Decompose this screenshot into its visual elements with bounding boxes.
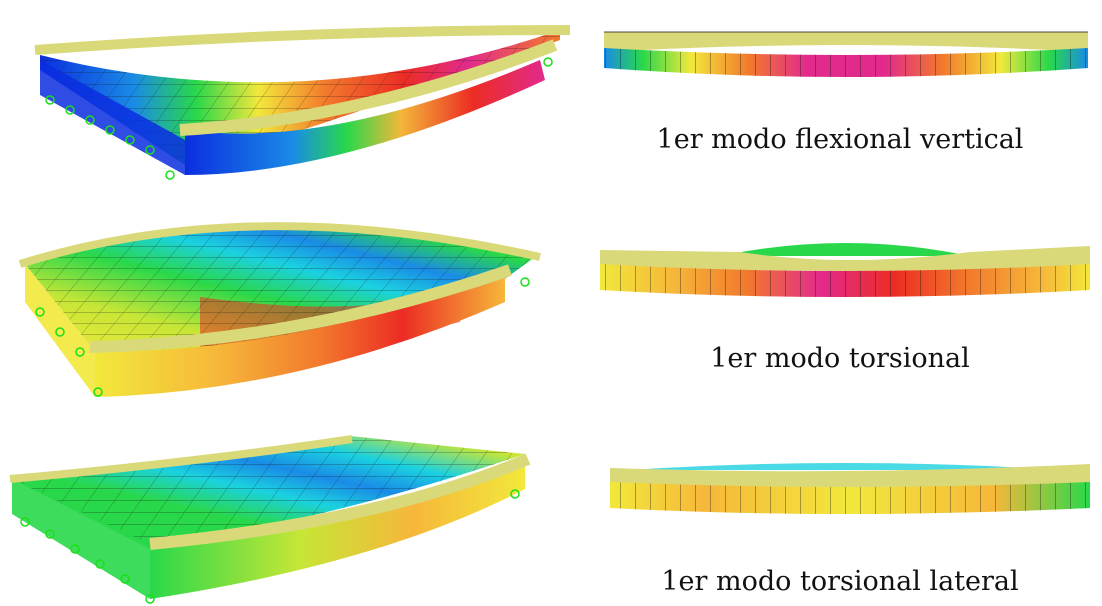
mode2-supports (35, 277, 530, 397)
mode3-perspective-view (0, 404, 590, 606)
mode1-side-view (590, 18, 1102, 128)
mode3-side-view (590, 442, 1102, 552)
mode1-perspective-svg (34, 25, 571, 180)
mode3-caption: 1er modo torsional lateral (661, 566, 1019, 597)
mode1-side-svg (604, 31, 1088, 77)
mode1-caption: 1er modo flexional vertical (656, 124, 1024, 155)
mode2-perspective-svg (18, 222, 541, 397)
mode3-perspective-svg (9, 435, 531, 604)
mode3-supports (20, 489, 520, 604)
mode3-side-svg (610, 463, 1090, 514)
mode1-perspective-view (0, 0, 590, 202)
mode2-side-view (590, 228, 1102, 338)
mode1-supports (45, 57, 553, 180)
mode2-caption: 1er modo torsional (710, 343, 970, 374)
mode2-perspective-view (0, 202, 590, 404)
mode2-side-svg (600, 243, 1090, 297)
